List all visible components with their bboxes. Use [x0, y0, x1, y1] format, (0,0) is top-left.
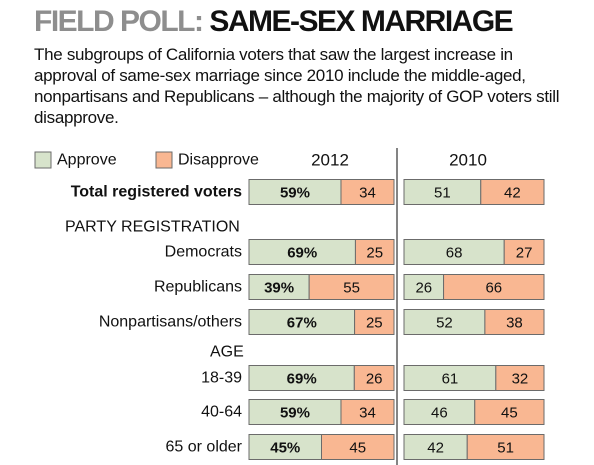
bar-disapprove-18-39-2012 [353, 365, 395, 391]
row-label-total-registered-voters: Total registered voters [71, 184, 242, 201]
bar-approve-total-registered-voters-2010 [403, 179, 482, 205]
legend-swatch-approve [34, 151, 52, 169]
section-header-party-registration: PARTY REGISTRATION [65, 219, 240, 236]
value-disapprove-40-64-2010: 45 [501, 405, 518, 422]
value-disapprove-total-registered-voters-2012: 34 [359, 185, 376, 202]
bar-approve-40-64-2012 [248, 399, 342, 425]
bar-approve-18-39-2012 [248, 365, 355, 391]
value-approve-nonpartisans-others-2010: 52 [436, 315, 453, 332]
legend-label-disapprove: Disapprove [178, 152, 259, 169]
value-disapprove-nonpartisans-others-2010: 38 [506, 315, 523, 332]
value-approve-40-64-2010: 46 [431, 405, 448, 422]
bar-disapprove-total-registered-voters-2012 [340, 179, 395, 205]
bar-approve-republicans-2012 [248, 274, 310, 300]
bar-approve-65-or-older-2012 [248, 434, 322, 460]
value-disapprove-40-64-2012: 34 [359, 405, 376, 422]
bar-approve-republicans-2010 [403, 274, 445, 300]
bar-disapprove-40-64-2012 [340, 399, 395, 425]
bar-disapprove-65-or-older-2012 [321, 434, 395, 460]
value-approve-65-or-older-2010: 42 [427, 440, 444, 457]
bar-disapprove-40-64-2010 [474, 399, 545, 425]
row-label-65-or-older: 65 or older [166, 439, 243, 456]
bar-approve-65-or-older-2010 [403, 434, 468, 460]
value-disapprove-nonpartisans-others-2012: 25 [366, 315, 383, 332]
bar-disapprove-65-or-older-2010 [466, 434, 545, 460]
value-approve-total-registered-voters-2010: 51 [434, 185, 451, 202]
value-disapprove-democrats-2010: 27 [516, 245, 533, 262]
value-approve-40-64-2012: 59% [280, 405, 310, 422]
value-approve-65-or-older-2012: 45% [270, 440, 300, 457]
panel-header-2010: 2010 [449, 151, 487, 170]
row-label-nonpartisans-others: Nonpartisans/others [99, 314, 242, 331]
value-approve-republicans-2012: 39% [264, 280, 294, 297]
row-label-republicans: Republicans [154, 279, 242, 296]
chart-title: FIELD POLL: SAME-SEX MARRIAGE [34, 5, 514, 39]
value-disapprove-republicans-2012: 55 [343, 280, 360, 297]
bar-disapprove-nonpartisans-others-2012 [354, 309, 395, 335]
row-label-40-64: 40-64 [201, 404, 242, 421]
bar-disapprove-18-39-2010 [495, 365, 545, 391]
bar-approve-total-registered-voters-2012 [248, 179, 342, 205]
bar-disapprove-republicans-2010 [443, 274, 545, 300]
value-disapprove-total-registered-voters-2010: 42 [504, 185, 521, 202]
bar-approve-40-64-2010 [403, 399, 476, 425]
legend-label-approve: Approve [57, 152, 117, 169]
value-disapprove-65-or-older-2012: 45 [349, 440, 366, 457]
value-approve-nonpartisans-others-2012: 67% [287, 315, 317, 332]
value-approve-18-39-2012: 69% [287, 371, 317, 388]
value-disapprove-18-39-2010: 32 [512, 371, 529, 388]
row-label-democrats: Democrats [165, 244, 242, 261]
section-header-age: AGE [210, 344, 244, 361]
row-label-18-39: 18-39 [201, 370, 242, 387]
title-prefix: FIELD POLL: [34, 5, 204, 38]
bar-disapprove-nonpartisans-others-2010 [484, 309, 545, 335]
value-disapprove-republicans-2010: 66 [485, 280, 502, 297]
bar-disapprove-total-registered-voters-2010 [480, 179, 545, 205]
bar-approve-nonpartisans-others-2012 [248, 309, 356, 335]
value-disapprove-65-or-older-2010: 51 [497, 440, 514, 457]
chart-subtitle: The subgroups of California voters that … [34, 45, 560, 127]
value-disapprove-democrats-2012: 25 [366, 245, 383, 262]
value-approve-total-registered-voters-2012: 59% [280, 185, 310, 202]
value-approve-democrats-2010: 68 [446, 245, 463, 262]
value-disapprove-18-39-2012: 26 [366, 371, 383, 388]
bar-disapprove-democrats-2010 [503, 239, 545, 265]
value-approve-republicans-2010: 26 [415, 280, 432, 297]
bar-approve-18-39-2010 [403, 365, 497, 391]
value-approve-18-39-2010: 61 [442, 371, 459, 388]
legend-swatch-disapprove [155, 151, 173, 169]
bar-disapprove-democrats-2012 [354, 239, 395, 265]
bar-approve-democrats-2010 [403, 239, 505, 265]
bar-disapprove-republicans-2012 [308, 274, 395, 300]
value-approve-democrats-2012: 69% [287, 245, 317, 262]
title-main: SAME-SEX MARRIAGE [209, 5, 513, 38]
bar-approve-democrats-2012 [248, 239, 356, 265]
panel-header-2012: 2012 [311, 151, 349, 170]
